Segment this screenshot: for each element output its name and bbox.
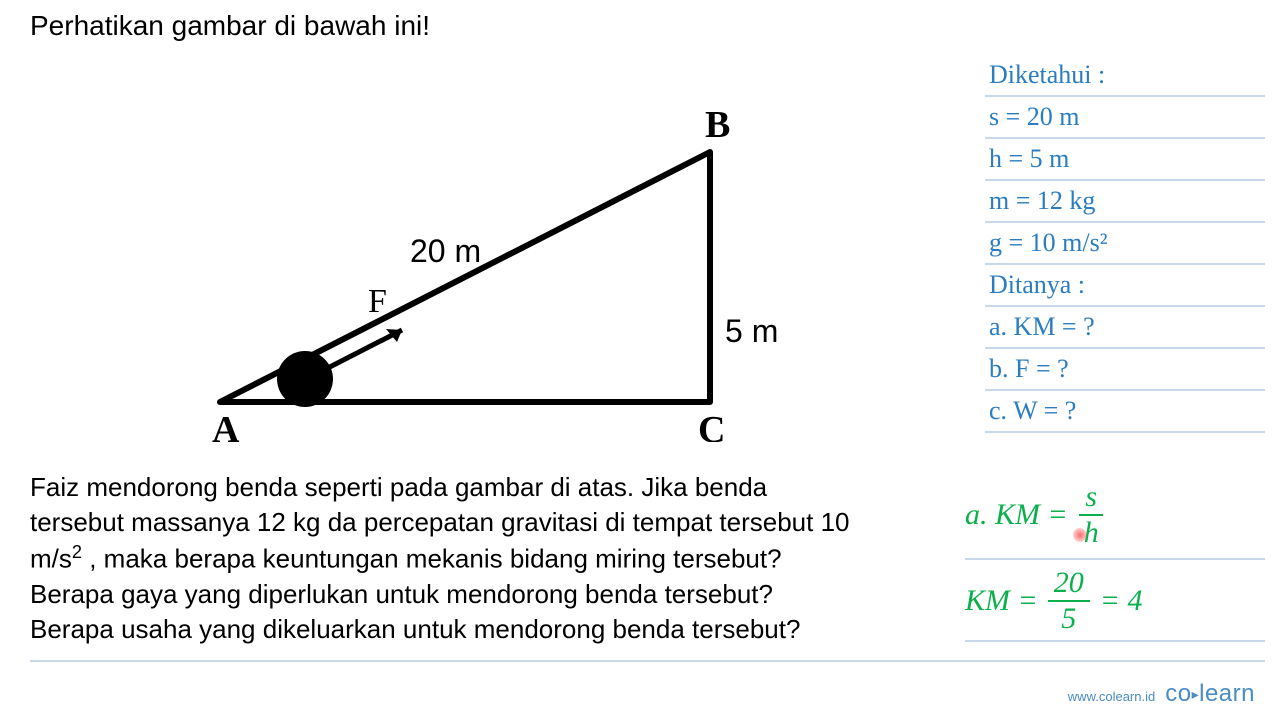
force-arrow-line <box>320 330 402 372</box>
sidebar-line: m = 12 kg <box>985 181 1265 223</box>
bottom-rule <box>30 660 1265 662</box>
problem-line-1: Faiz mendorong benda seperti pada gambar… <box>30 472 767 502</box>
brand-dot-icon: ▸ <box>1192 686 1200 702</box>
problem-line-4: Berapa gaya yang diperlukan untuk mendor… <box>30 579 773 609</box>
eq2-denominator: 5 <box>1055 602 1082 636</box>
eq2-numerator: 20 <box>1048 566 1090 602</box>
equation-2: KM = 20 5 = 4 <box>965 566 1265 642</box>
sidebar-line: Diketahui : <box>985 55 1265 97</box>
brand-part-a: co <box>1165 680 1191 707</box>
triangle-diagram: F 20 m 5 m B A C <box>150 72 790 442</box>
sidebar-line: g = 10 m/s² <box>985 223 1265 265</box>
footer-url: www.colearn.id <box>1068 689 1155 704</box>
label-C: C <box>698 409 725 442</box>
sidebar-line: Ditanya : <box>985 265 1265 307</box>
sidebar-line: b. F = ? <box>985 349 1265 391</box>
problem-line-3b: , maka berapa keuntungan mekanis bidang … <box>82 544 782 574</box>
label-vertical: 5 m <box>725 313 778 349</box>
problem-line-3a: m/s <box>30 544 72 574</box>
ball <box>277 351 333 407</box>
sidebar-line: c. W = ? <box>985 391 1265 433</box>
brand-part-b: learn <box>1199 680 1255 707</box>
problem-line-2: tersebut massanya 12 kg da percepatan gr… <box>30 507 849 537</box>
eq2-fraction: 20 5 <box>1048 566 1090 636</box>
sidebar-line: s = 20 m <box>985 97 1265 139</box>
diagram-svg: F 20 m 5 m B A C <box>150 72 790 442</box>
brand-logo: co▸learn <box>1165 680 1255 708</box>
label-A: A <box>212 409 240 442</box>
label-F: F <box>368 283 387 320</box>
eq1-left: a. KM = <box>965 498 1068 532</box>
sidebar-line: a. KM = ? <box>985 307 1265 349</box>
label-B: B <box>705 104 730 146</box>
problem-paragraph: Faiz mendorong benda seperti pada gambar… <box>30 470 970 647</box>
eq1-numerator: s <box>1079 480 1103 516</box>
problem-line-5: Berapa usaha yang dikeluarkan untuk mend… <box>30 614 800 644</box>
sidebar-line: h = 5 m <box>985 139 1265 181</box>
squared: 2 <box>72 542 82 562</box>
equation-1: a. KM = s h <box>965 480 1265 560</box>
equation-block: a. KM = s h KM = 20 5 = 4 <box>965 480 1265 642</box>
eq2-right: = 4 <box>1100 584 1143 618</box>
known-values-panel: Diketahui : s = 20 m h = 5 m m = 12 kg g… <box>985 55 1265 433</box>
label-hypotenuse: 20 m <box>410 233 481 269</box>
cursor-dot-icon <box>1073 528 1087 542</box>
instruction-text: Perhatikan gambar di bawah ini! <box>30 10 980 42</box>
eq2-left: KM = <box>965 584 1038 618</box>
footer: www.colearn.id co▸learn <box>1068 680 1255 708</box>
